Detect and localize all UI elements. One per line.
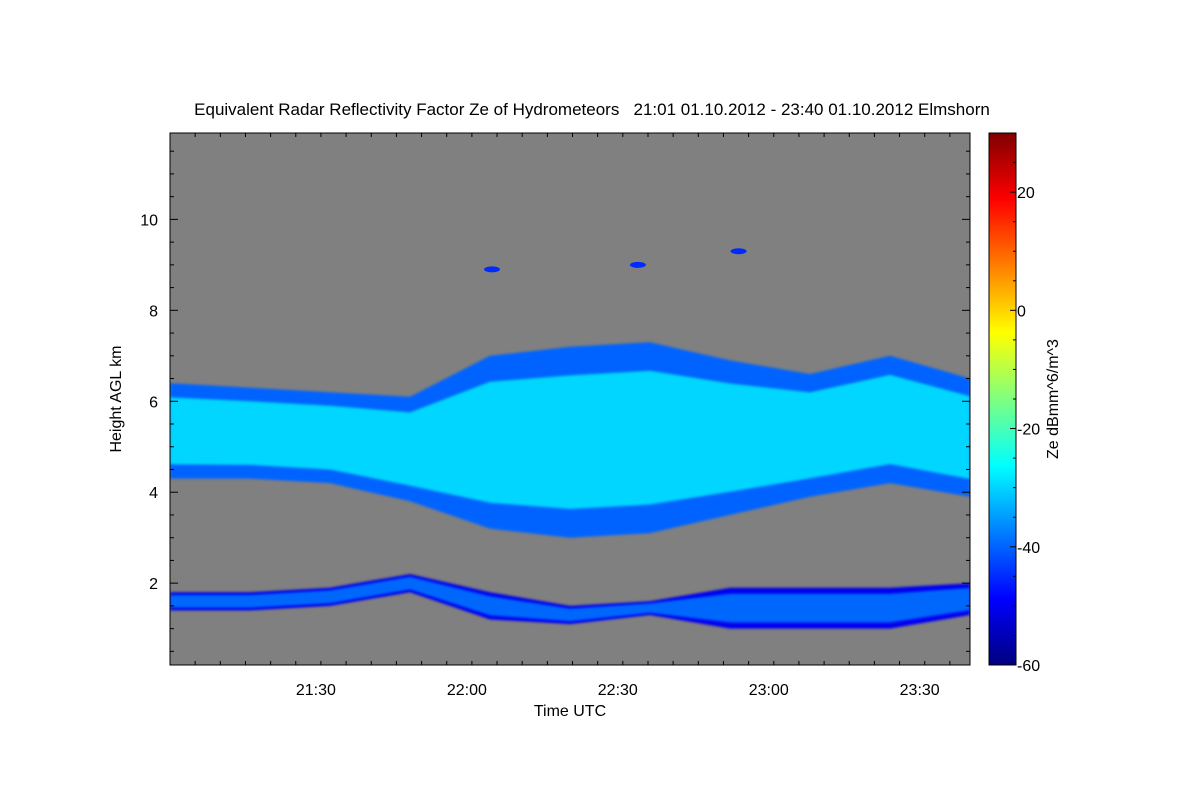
x-tick-label: 21:30 [296, 682, 336, 699]
colorbar-title: Ze dBmm^6/m^3 [1045, 339, 1062, 459]
x-tick-label: 22:30 [598, 682, 638, 699]
colorbar-tick-label: 0 [1017, 303, 1026, 320]
y-axis-title: Height AGL km [108, 345, 125, 452]
reflectivity-data [170, 248, 970, 629]
upper-echo [730, 248, 747, 255]
y-tick-label: 6 [149, 394, 158, 411]
colorbar-tick-label: 20 [1017, 185, 1035, 202]
chart-title: Equivalent Radar Reflectivity Factor Ze … [194, 100, 990, 119]
x-tick-label: 23:30 [900, 682, 940, 699]
colorbar-tick-label: -60 [1017, 658, 1040, 675]
x-axis: 21:30 22:00 22:30 23:00 23:30 [169, 133, 951, 699]
y-tick-label: 2 [149, 576, 158, 593]
cloud-layer-0 [170, 342, 970, 538]
colorbar-tick-label: -40 [1017, 540, 1040, 557]
y-tick-label: 8 [149, 303, 158, 320]
colorbar [988, 132, 1017, 666]
colorbar-axis: -60 -40 -20 0 20 [1010, 132, 1040, 675]
upper-echo [629, 261, 646, 268]
y-tick-label: 10 [140, 212, 158, 229]
x-axis-title: Time UTC [534, 703, 606, 720]
plot-frame [169, 132, 971, 666]
x-tick-label: 23:00 [749, 682, 789, 699]
y-axis: 2 4 6 8 10 [140, 150, 970, 652]
colorbar-tick-label: -20 [1017, 422, 1040, 439]
y-tick-label: 4 [149, 485, 158, 502]
x-tick-label: 22:00 [447, 682, 487, 699]
upper-echo [484, 266, 500, 273]
cloud-layer-1 [170, 574, 970, 629]
